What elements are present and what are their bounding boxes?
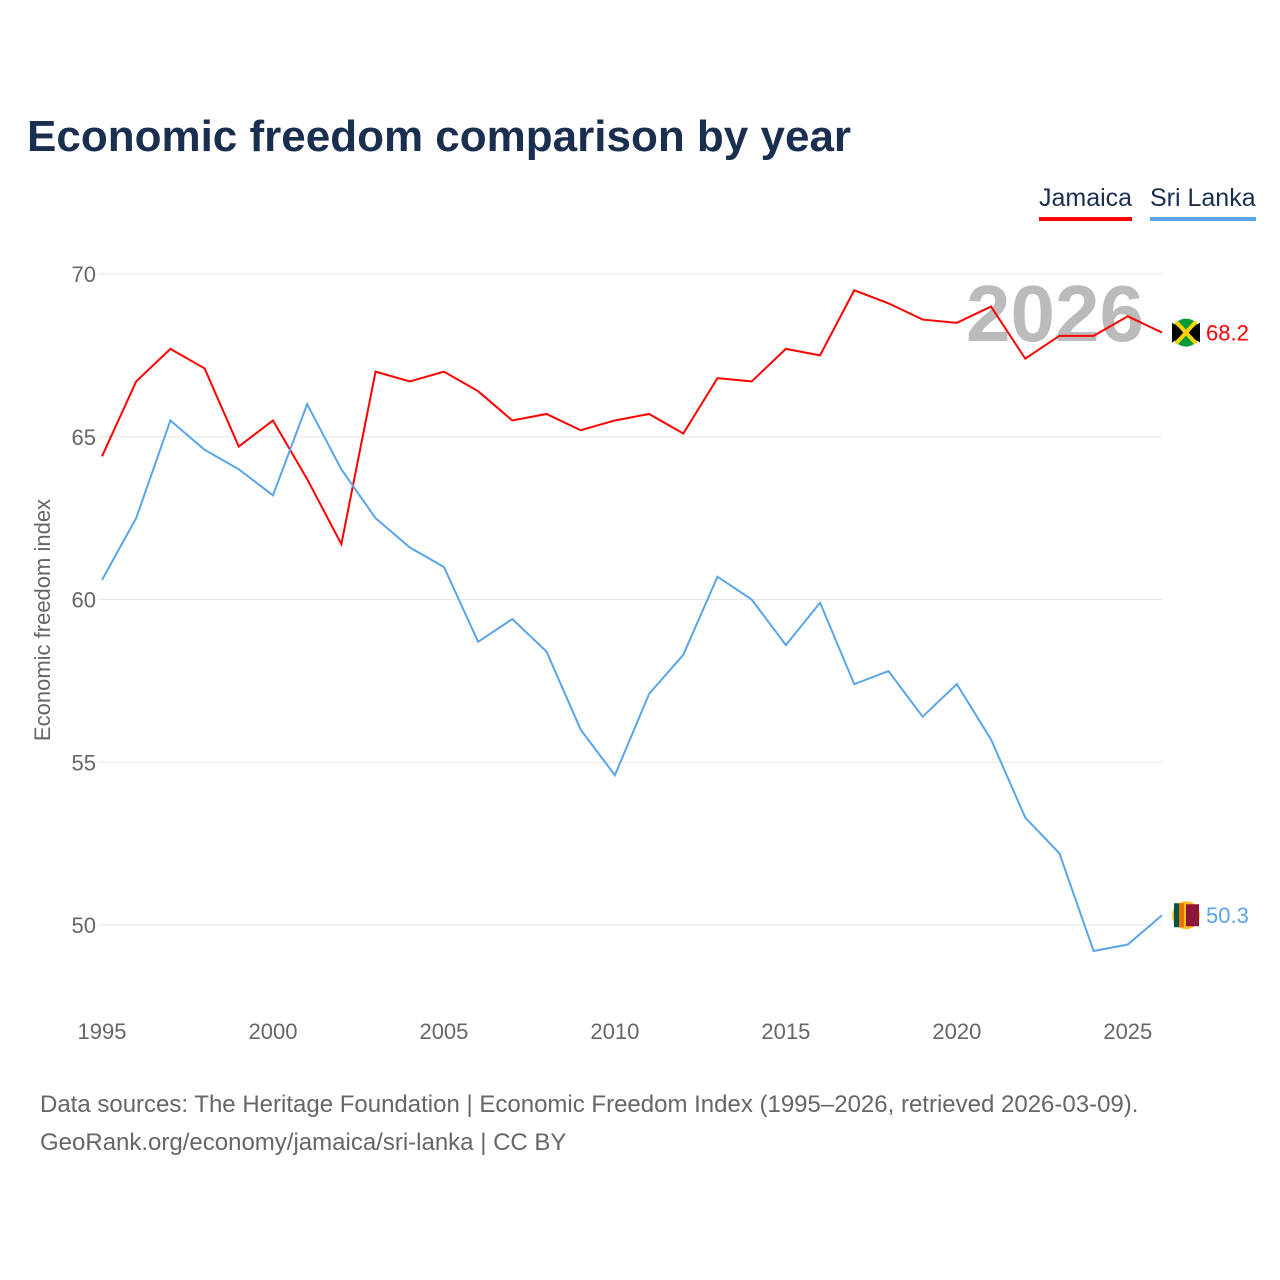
y-tick-label: 55 bbox=[72, 750, 96, 775]
y-tick-label: 65 bbox=[72, 425, 96, 450]
data-point[interactable] bbox=[544, 649, 550, 655]
data-point[interactable] bbox=[612, 772, 618, 778]
chart-title: Economic freedom comparison by year bbox=[27, 112, 852, 161]
source-note: Data sources: The Heritage Foundation | … bbox=[40, 1086, 1138, 1162]
legend-sri-lanka[interactable]: Sri Lanka bbox=[1150, 184, 1256, 221]
data-point[interactable] bbox=[270, 417, 276, 423]
data-point[interactable] bbox=[612, 417, 618, 423]
data-point[interactable] bbox=[954, 320, 960, 326]
data-point[interactable] bbox=[646, 411, 652, 417]
end-value-label: 68.2 bbox=[1206, 321, 1249, 346]
source-line-2[interactable]: GeoRank.org/economy/jamaica/sri-lanka | … bbox=[40, 1129, 567, 1156]
x-tick-label: 2025 bbox=[1103, 1019, 1152, 1044]
data-point[interactable] bbox=[680, 652, 686, 658]
data-point[interactable] bbox=[817, 600, 823, 606]
data-point[interactable] bbox=[988, 736, 994, 742]
data-point[interactable] bbox=[1022, 356, 1028, 362]
series-line-sri-lanka[interactable] bbox=[101, 401, 1163, 953]
data-point[interactable] bbox=[167, 346, 173, 352]
y-tick-label: 50 bbox=[72, 913, 96, 938]
data-point[interactable] bbox=[509, 417, 515, 423]
data-point[interactable] bbox=[304, 401, 310, 407]
data-point[interactable] bbox=[338, 541, 344, 547]
data-point[interactable] bbox=[373, 515, 379, 521]
data-point[interactable] bbox=[749, 597, 755, 603]
data-point[interactable] bbox=[1091, 948, 1097, 954]
end-value-label: 50.3 bbox=[1206, 903, 1249, 928]
data-point[interactable] bbox=[441, 369, 447, 375]
data-point[interactable] bbox=[885, 300, 891, 306]
data-point[interactable] bbox=[1159, 912, 1165, 918]
data-point[interactable] bbox=[236, 444, 242, 450]
data-point[interactable] bbox=[1056, 850, 1062, 856]
x-tick-label: 2020 bbox=[932, 1019, 981, 1044]
y-tick-label: 60 bbox=[72, 588, 96, 613]
data-point[interactable] bbox=[99, 577, 105, 583]
x-tick-label: 2000 bbox=[248, 1019, 297, 1044]
data-point[interactable] bbox=[373, 369, 379, 375]
legend-jamaica[interactable]: Jamaica bbox=[1039, 184, 1133, 221]
data-point[interactable] bbox=[714, 375, 720, 381]
data-point[interactable] bbox=[509, 616, 515, 622]
data-point[interactable] bbox=[544, 411, 550, 417]
data-point[interactable] bbox=[988, 304, 994, 310]
data-point[interactable] bbox=[1022, 815, 1028, 821]
data-point[interactable] bbox=[851, 287, 857, 293]
year-watermark: 2026 bbox=[966, 269, 1144, 358]
y-axis-label: Economic freedom index bbox=[30, 499, 55, 741]
data-point[interactable] bbox=[1125, 942, 1131, 948]
data-point[interactable] bbox=[133, 378, 139, 384]
data-point[interactable] bbox=[1091, 333, 1097, 339]
data-point[interactable] bbox=[783, 642, 789, 648]
data-point[interactable] bbox=[441, 564, 447, 570]
data-point[interactable] bbox=[885, 668, 891, 674]
data-point[interactable] bbox=[304, 476, 310, 482]
data-point[interactable] bbox=[202, 365, 208, 371]
y-tick-label: 70 bbox=[72, 262, 96, 287]
data-point[interactable] bbox=[270, 492, 276, 498]
series-line-jamaica[interactable] bbox=[101, 289, 1163, 548]
x-tick-label: 2010 bbox=[590, 1019, 639, 1044]
sri-lanka-flag-icon bbox=[1172, 901, 1200, 930]
data-point[interactable] bbox=[783, 346, 789, 352]
data-point[interactable] bbox=[1125, 313, 1131, 319]
data-point[interactable] bbox=[920, 714, 926, 720]
data-point[interactable] bbox=[99, 453, 105, 459]
data-point[interactable] bbox=[407, 378, 413, 384]
source-line-1: Data sources: The Heritage Foundation | … bbox=[40, 1091, 1139, 1118]
data-point[interactable] bbox=[202, 447, 208, 453]
data-point[interactable] bbox=[920, 317, 926, 323]
data-point[interactable] bbox=[1159, 330, 1165, 336]
data-point[interactable] bbox=[817, 352, 823, 358]
data-point[interactable] bbox=[578, 427, 584, 433]
data-point[interactable] bbox=[236, 466, 242, 472]
data-point[interactable] bbox=[475, 388, 481, 394]
jamaica-flag-icon bbox=[1172, 318, 1200, 347]
data-point[interactable] bbox=[578, 727, 584, 733]
data-point[interactable] bbox=[338, 466, 344, 472]
data-point[interactable] bbox=[167, 417, 173, 423]
x-tick-label: 2005 bbox=[419, 1019, 468, 1044]
data-point[interactable] bbox=[1056, 333, 1062, 339]
x-tick-label: 2015 bbox=[761, 1019, 810, 1044]
data-point[interactable] bbox=[714, 574, 720, 580]
data-point[interactable] bbox=[954, 681, 960, 687]
data-point[interactable] bbox=[851, 681, 857, 687]
data-point[interactable] bbox=[646, 691, 652, 697]
data-point[interactable] bbox=[680, 430, 686, 436]
data-point[interactable] bbox=[407, 544, 413, 550]
data-point[interactable] bbox=[133, 515, 139, 521]
data-point[interactable] bbox=[475, 639, 481, 645]
data-point[interactable] bbox=[749, 378, 755, 384]
x-tick-label: 1995 bbox=[78, 1019, 127, 1044]
